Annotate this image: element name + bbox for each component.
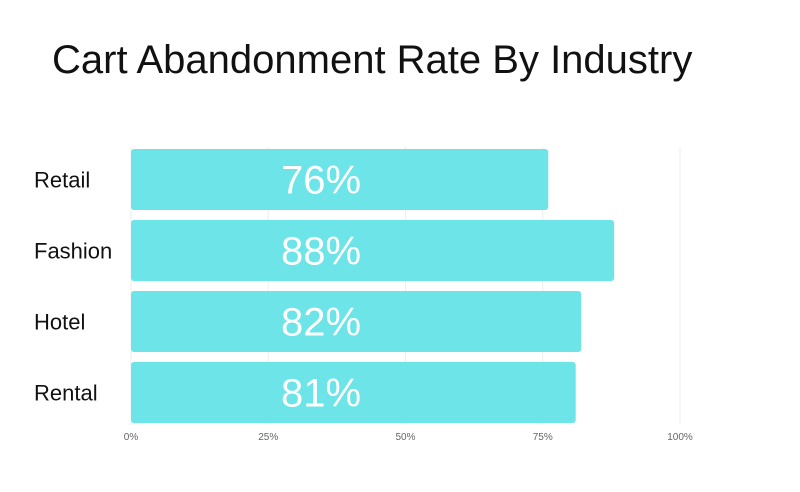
chart-title: Cart Abandonment Rate By Industry: [52, 38, 693, 82]
bar-fashion: [131, 220, 615, 281]
x-tick-label: 75%: [533, 432, 553, 443]
x-tick-label: 100%: [667, 432, 693, 443]
category-label: Fashion: [34, 239, 112, 264]
category-label: Retail: [34, 168, 90, 193]
category-label: Rental: [34, 381, 98, 406]
x-tick-label: 50%: [395, 432, 415, 443]
value-label: 82%: [281, 301, 361, 345]
category-label: Hotel: [34, 310, 85, 335]
value-label: 76%: [281, 159, 361, 203]
value-label: 88%: [281, 230, 361, 274]
value-label: 81%: [281, 372, 361, 416]
bar-retail: [131, 149, 549, 210]
x-tick-label: 0%: [124, 432, 139, 443]
bar-rental: [131, 362, 576, 423]
bar-hotel: [131, 291, 582, 352]
x-tick-label: 25%: [258, 432, 278, 443]
